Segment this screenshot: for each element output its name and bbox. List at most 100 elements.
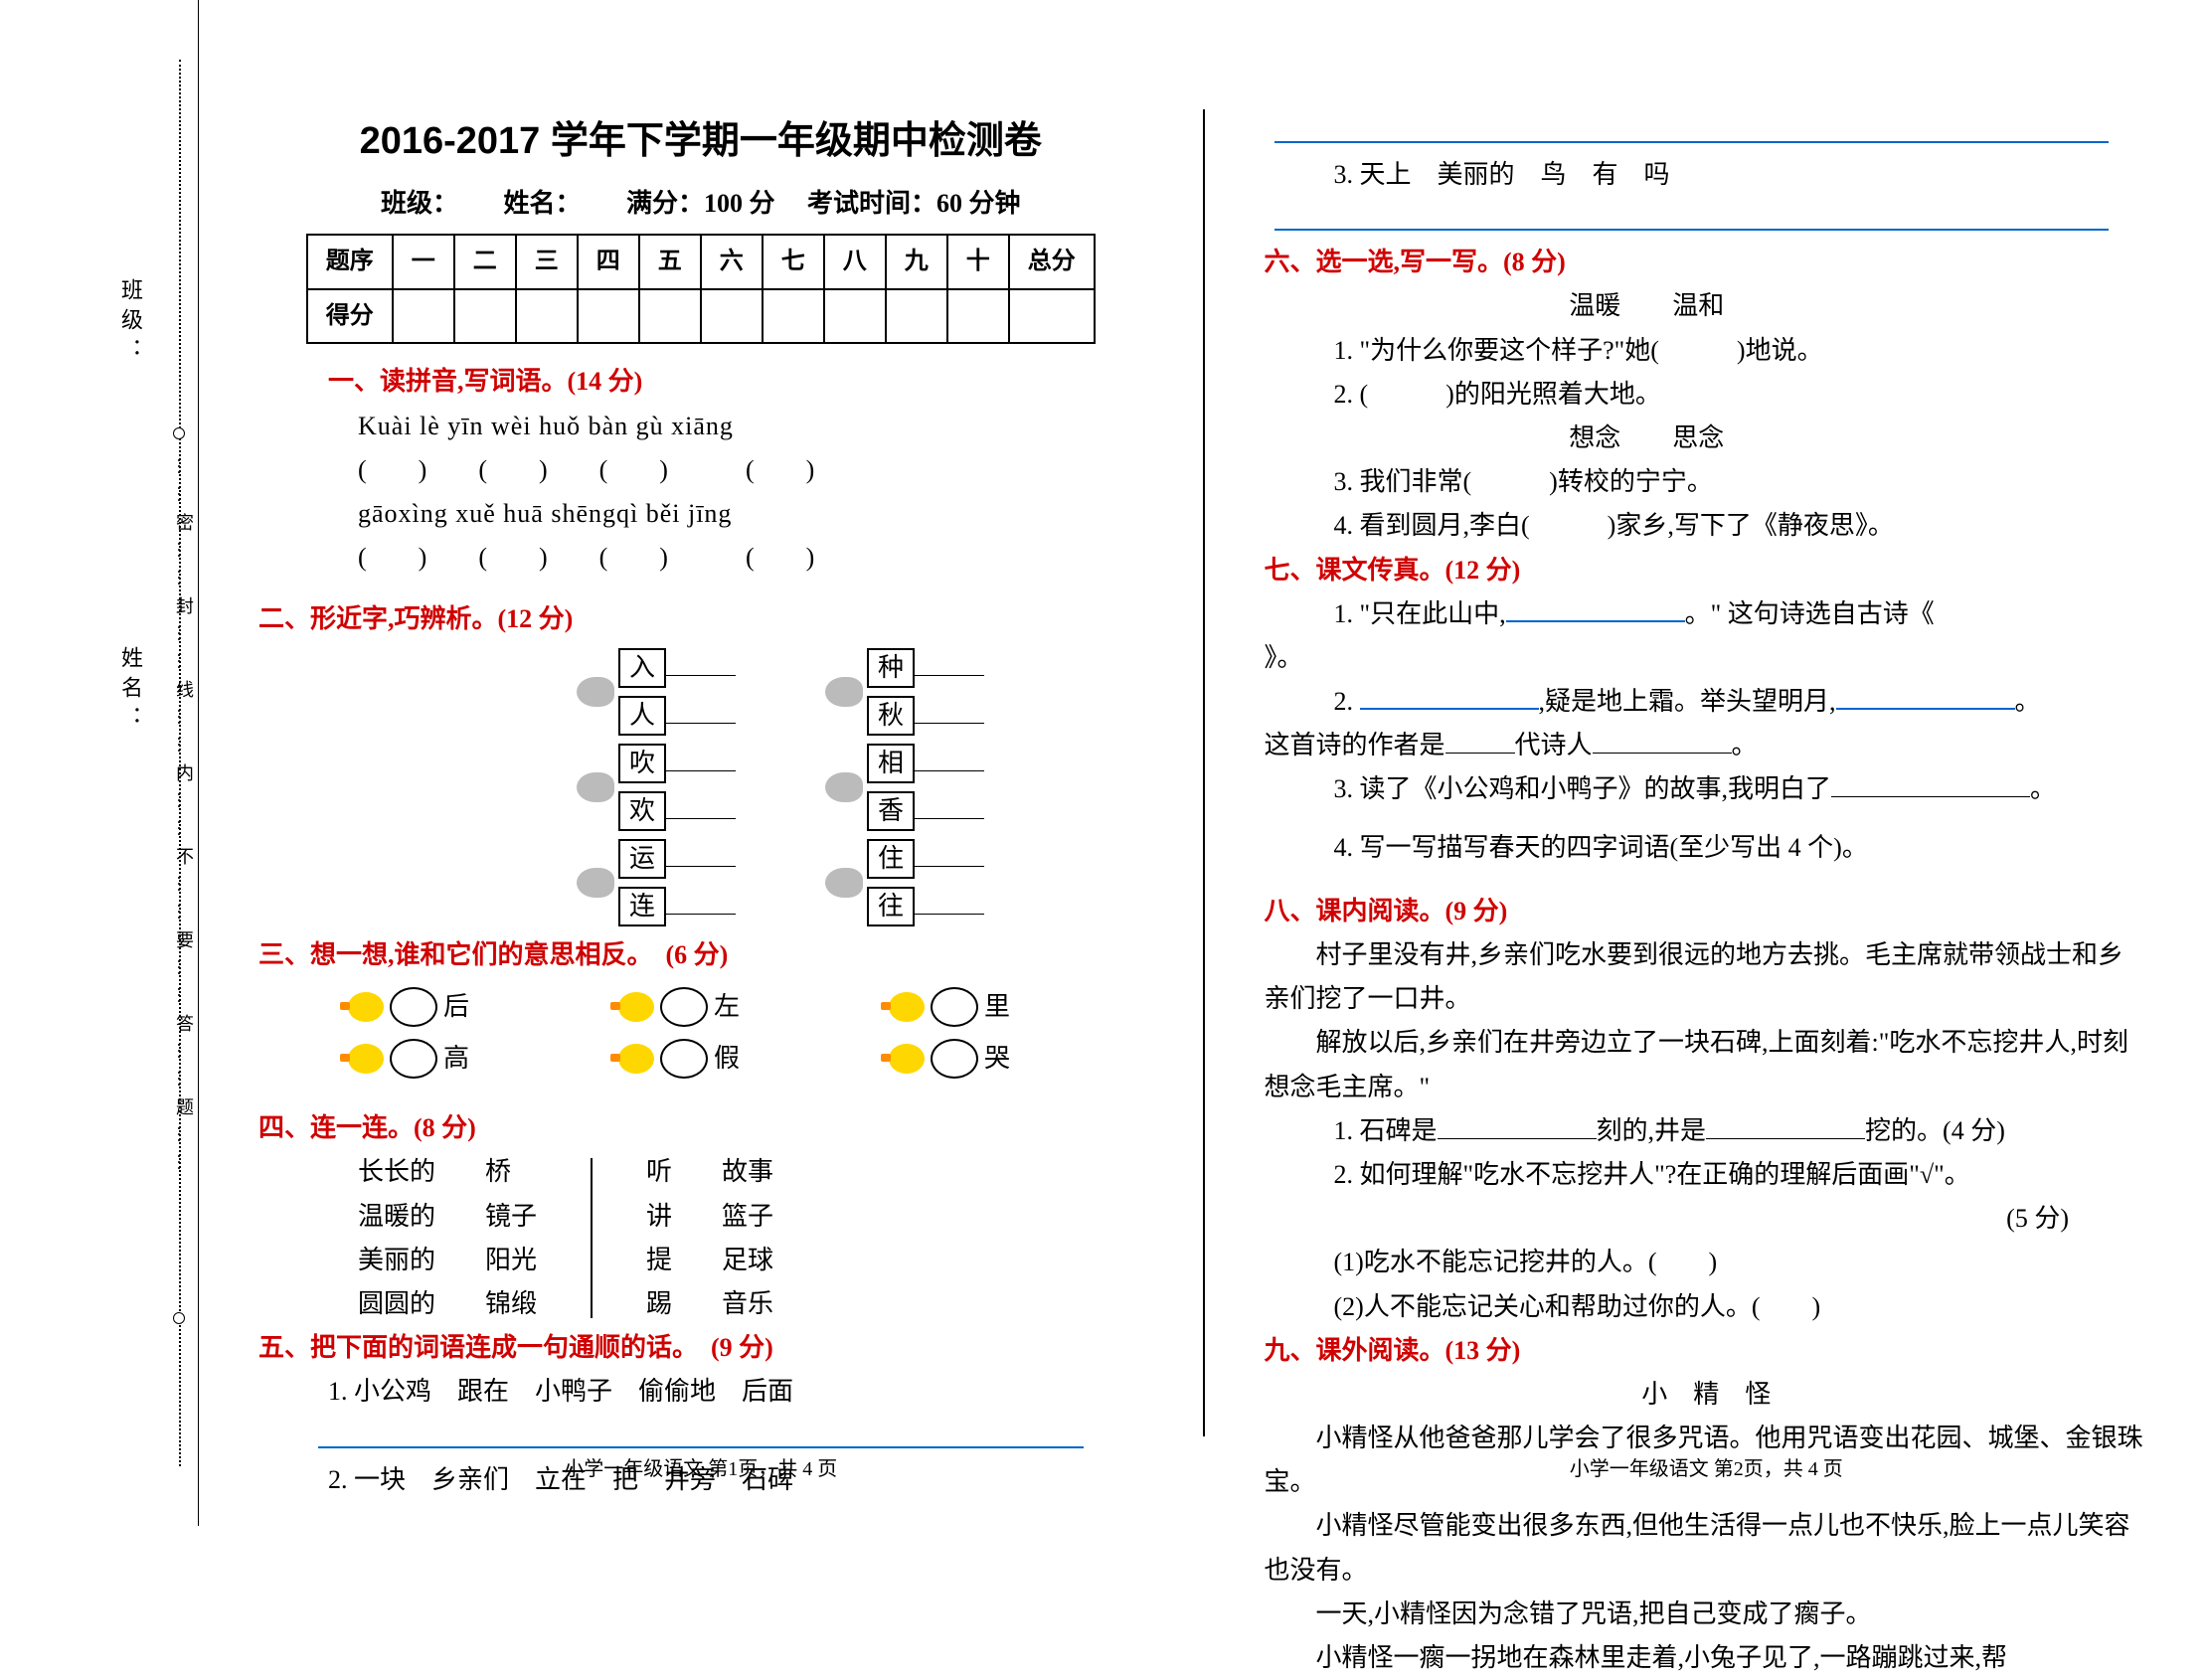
q7-blank-2[interactable]: [1360, 708, 1539, 710]
q7-blank-3[interactable]: [1836, 708, 2015, 710]
elephant-icon: [577, 772, 614, 802]
char-box: 连: [618, 887, 666, 926]
q7-l2a: 2.: [1334, 687, 1360, 716]
score-header-cell: 六: [701, 235, 763, 289]
q7-blank-1[interactable]: [1506, 620, 1685, 622]
char-blank[interactable]: [915, 770, 984, 771]
q7-blank-5[interactable]: [1593, 753, 1732, 754]
char-blank[interactable]: [666, 770, 736, 771]
match-word: 温暖的: [358, 1195, 435, 1239]
q9-p3: 一天,小精怪因为念错了咒语,把自己变成了瘸子。: [1265, 1593, 2149, 1636]
char-blank[interactable]: [915, 914, 984, 915]
char-pair: 吹欢: [577, 742, 736, 833]
duck-icon: [348, 992, 384, 1022]
binding-name-label: 姓名：: [114, 646, 146, 736]
q8-blank-1[interactable]: [1438, 1138, 1597, 1139]
score-blank-cell[interactable]: [639, 289, 701, 344]
q7-blank-4[interactable]: [1445, 753, 1515, 754]
q7-l2b: ,疑是地上霜。举头望明月,: [1539, 687, 1836, 716]
char-blank[interactable]: [666, 675, 736, 676]
char-blank[interactable]: [915, 675, 984, 676]
match-word: 桥: [485, 1150, 537, 1194]
q5-blank1[interactable]: [318, 1419, 1084, 1448]
q9-title: 小 精 怪: [1265, 1373, 2149, 1417]
char-box: 往: [867, 887, 915, 926]
char-blank[interactable]: [666, 914, 736, 915]
antonym-char: 假: [714, 1037, 740, 1081]
q5-blank3[interactable]: [1274, 201, 2110, 231]
antonym-blank[interactable]: [390, 987, 437, 1027]
q5-line3: 3. 天上 美丽的 鸟 有 吗: [1265, 153, 2149, 197]
q6-l1: 1. "为什么你要这个样子?"她( )地说。: [1265, 329, 2149, 373]
antonym-blank[interactable]: [660, 987, 708, 1027]
score-header-cell: 题序: [307, 235, 393, 289]
antonym-blank[interactable]: [390, 1039, 437, 1079]
antonym-item: 左: [618, 985, 740, 1029]
q7-l1b: 。" 这句诗选自古诗《: [1685, 599, 1935, 628]
antonym-blank[interactable]: [660, 1039, 708, 1079]
q7-l3: 3. 读了《小公鸡和小鸭子》的故事,我明白了。: [1265, 767, 2149, 811]
char-pair: 种秋: [825, 646, 984, 738]
score-blank-cell[interactable]: [701, 289, 763, 344]
score-blank-cell[interactable]: [763, 289, 824, 344]
char-pair: 运连: [577, 837, 736, 928]
q6-l3: 3. 我们非常( )转校的宁宁。: [1265, 460, 2149, 504]
q1-head: 一、读拼音,写词语。(14 分): [258, 360, 1143, 404]
char-blank[interactable]: [666, 723, 736, 724]
exam-subtitle: 班级： 姓名： 满分：100 分 考试时间：60 分钟: [258, 182, 1143, 226]
char-blank[interactable]: [915, 818, 984, 819]
char-blank[interactable]: [915, 866, 984, 867]
binding-circle-mark: [173, 427, 185, 439]
char-box: 香: [867, 791, 915, 831]
sub-class: 班级：: [381, 189, 445, 218]
sub-full: 满分：100 分: [626, 189, 775, 218]
char-box: 运: [618, 839, 666, 879]
sub-time: 考试时间：60 分钟: [807, 189, 1021, 218]
char-blank[interactable]: [915, 723, 984, 724]
match-column: 桥镜子阳光锦缎: [485, 1150, 537, 1326]
char-box: 吹: [618, 744, 666, 783]
q7-l2f: 。: [1732, 731, 1758, 759]
q3-rows: 后左里 高假哭: [258, 985, 1143, 1081]
antonym-blank[interactable]: [931, 987, 978, 1027]
char-pair-row: 运连住往: [258, 837, 1143, 928]
score-blank-cell[interactable]: [393, 289, 454, 344]
score-blank-cell[interactable]: [824, 289, 886, 344]
q5-blank2[interactable]: [1274, 113, 2110, 143]
q8-blank-2[interactable]: [1706, 1138, 1865, 1139]
score-blank-cell[interactable]: [578, 289, 639, 344]
score-blank-cell[interactable]: [1009, 289, 1095, 344]
elephant-icon: [825, 772, 863, 802]
q1-pinyin-row1: Kuài lè yīn wèi huǒ bàn gù xiāng: [258, 405, 1143, 448]
q4-columns: 长长的温暖的美丽的圆圆的 桥镜子阳光锦缎 听讲提踢 故事篮子足球音乐: [258, 1150, 1143, 1326]
antonym-char: 高: [443, 1037, 469, 1081]
q4-head: 四、连一连。(8 分): [258, 1106, 1143, 1150]
score-blank-cell[interactable]: [516, 289, 578, 344]
pages-container: 2016-2017 学年下学期一年级期中检测卷 班级： 姓名： 满分：100 分…: [199, 0, 2208, 1526]
elephant-icon: [825, 868, 863, 898]
q7-blank-6[interactable]: [1831, 796, 2030, 797]
score-blank-cell[interactable]: [947, 289, 1009, 344]
q8-l1a: 1. 石碑是: [1334, 1116, 1438, 1145]
char-blank[interactable]: [666, 866, 736, 867]
binding-margin: 班级： 姓名： ……密……封……线……内……不……要……答……题……: [0, 0, 199, 1526]
duck-icon: [348, 1044, 384, 1074]
q6-optB: 想念 思念: [1265, 417, 2149, 460]
elephant-icon: [577, 677, 614, 707]
elephant-icon: [825, 677, 863, 707]
match-word: 踢: [646, 1282, 672, 1326]
q8-l2-score: (5 分): [1265, 1197, 2149, 1241]
q6-l4: 4. 看到圆月,李白( )家乡,写下了《静夜思》。: [1265, 504, 2149, 548]
score-blank-cell[interactable]: [454, 289, 516, 344]
q9-head: 九、课外阅读。(13 分): [1265, 1329, 2149, 1373]
match-word: 圆圆的: [358, 1282, 435, 1326]
binding-class-label: 班级：: [114, 278, 146, 368]
score-header-cell: 七: [763, 235, 824, 289]
duck-icon: [889, 1044, 925, 1074]
antonym-char: 左: [714, 985, 740, 1029]
q7-l4: 4. 写一写描写春天的四字词语(至少写出 4 个)。: [1265, 826, 2149, 870]
char-blank[interactable]: [666, 818, 736, 819]
antonym-blank[interactable]: [931, 1039, 978, 1079]
q8-l2: 2. 如何理解"吃水不忘挖井人"?在正确的理解后面画"√"。: [1265, 1153, 2149, 1197]
score-blank-cell[interactable]: [886, 289, 947, 344]
